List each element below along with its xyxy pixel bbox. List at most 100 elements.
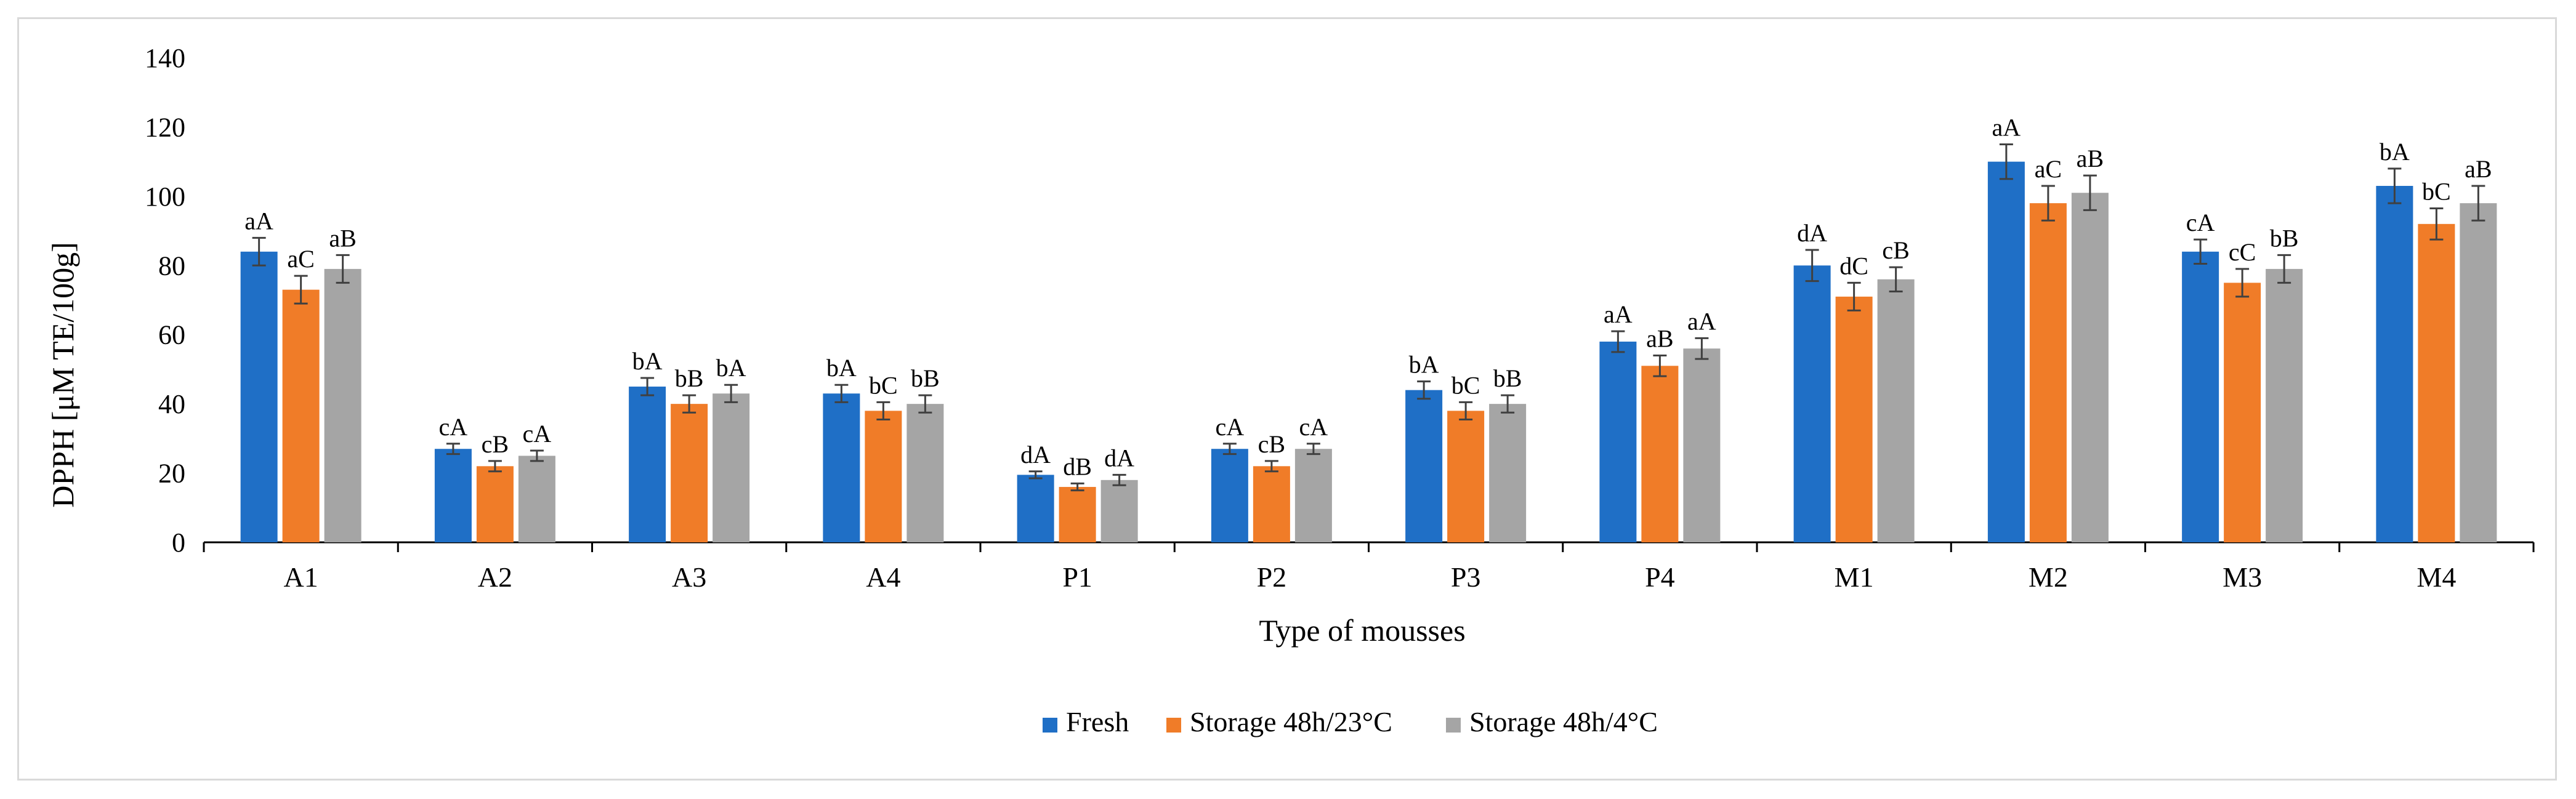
- x-tick-label: P1: [1062, 561, 1092, 593]
- x-tick-label: A3: [672, 561, 706, 593]
- data-label: cA: [1216, 413, 1245, 441]
- bar: [1059, 487, 1096, 542]
- legend-swatch: [1166, 718, 1181, 733]
- y-tick-label: 100: [145, 182, 185, 212]
- bar: [1100, 480, 1138, 542]
- bar: [1489, 404, 1527, 542]
- bar: [2071, 193, 2109, 542]
- data-label: bA: [632, 347, 663, 375]
- data-label: dA: [1020, 441, 1051, 468]
- data-label: aB: [2077, 145, 2104, 172]
- legend-label: Storage 48h/23°C: [1190, 706, 1392, 737]
- y-tick-label: 20: [158, 459, 185, 489]
- x-tick-label: A1: [284, 561, 318, 593]
- bar: [2029, 203, 2067, 543]
- x-tick-label: P3: [1451, 561, 1481, 593]
- chart-svg: 0 20 40 60 80 100 120 140 A1 A2 A3 A4 P1 P2 P3 P4 M1 M2 M…: [46, 43, 2535, 737]
- y-tick-label: 60: [158, 320, 185, 350]
- data-label: bA: [1409, 351, 1439, 379]
- data-label: bC: [2422, 178, 2451, 206]
- bar: [1793, 265, 1831, 542]
- bar: [2418, 223, 2455, 542]
- y-tick-label: 0: [172, 528, 185, 558]
- bar: [1835, 296, 1873, 542]
- bar: [906, 404, 944, 542]
- y-tick-label: 140: [145, 43, 185, 73]
- data-label: aC: [2035, 155, 2062, 183]
- bar: [823, 393, 860, 542]
- data-label: aA: [244, 207, 273, 235]
- data-label: bC: [869, 371, 898, 399]
- y-axis-title: DPPH [μM TE/100g]: [46, 242, 80, 507]
- data-label: bC: [1452, 371, 1480, 399]
- bar: [324, 268, 361, 542]
- data-label: cA: [1299, 413, 1328, 441]
- data-label: cC: [2229, 238, 2256, 266]
- bar: [282, 289, 320, 542]
- bar: [434, 449, 472, 542]
- x-axis: A1 A2 A3 A4 P1 P2 P3 P4 M1 M2 M3 M4: [203, 541, 2535, 593]
- legend-swatch: [1446, 718, 1461, 733]
- bar: [1211, 449, 1248, 542]
- data-label: aA: [1604, 300, 1633, 328]
- data-label: aC: [287, 245, 314, 273]
- chart-frame: 0 20 40 60 80 100 120 140 A1 A2 A3 A4 P1 P2 P3 P4 M1 M2 M…: [17, 17, 2557, 781]
- bar: [1294, 449, 1332, 542]
- data-label: bB: [675, 364, 704, 392]
- legend-swatch: [1043, 718, 1057, 733]
- bar: [2460, 203, 2497, 543]
- x-tick-label: M2: [2029, 561, 2068, 593]
- bar: [1017, 475, 1054, 542]
- bar: [671, 404, 708, 542]
- bar: [1599, 341, 1637, 542]
- bar: [2224, 283, 2261, 542]
- y-tick-label: 120: [145, 112, 185, 142]
- x-tick-label: P4: [1645, 561, 1675, 593]
- data-label: aA: [1992, 114, 2021, 142]
- data-label: dC: [1839, 252, 1868, 279]
- data-label: dB: [1063, 452, 1092, 480]
- bar: [2266, 268, 2303, 542]
- data-label: bB: [2270, 224, 2299, 252]
- y-tick-label: 80: [158, 251, 185, 281]
- data-label: bB: [911, 364, 940, 392]
- legend-label: Storage 48h/4°C: [1469, 706, 1658, 737]
- bar: [2376, 185, 2413, 542]
- legend: Fresh Storage 48h/23°C Storage 48h/4°C: [1043, 706, 1658, 737]
- data-label: aA: [1687, 307, 1716, 335]
- data-label: cA: [439, 413, 468, 441]
- bar: [865, 411, 902, 542]
- bar: [629, 387, 666, 542]
- bar: [518, 456, 555, 542]
- x-tick-label: A4: [866, 561, 900, 593]
- data-label: aB: [2465, 155, 2492, 183]
- bar: [1987, 161, 2025, 543]
- x-tick-label: P2: [1257, 561, 1287, 593]
- data-label: cA: [2186, 209, 2215, 236]
- legend-label: Fresh: [1066, 706, 1129, 737]
- data-label: aB: [1646, 324, 1673, 352]
- x-axis-title: Type of mousses: [1259, 613, 1465, 648]
- bar: [713, 393, 750, 542]
- data-label: dA: [1797, 219, 1827, 247]
- error-bars: [252, 143, 2485, 492]
- data-label: bA: [826, 354, 857, 382]
- x-tick-label: M3: [2223, 561, 2262, 593]
- bar: [1877, 279, 1915, 542]
- x-tick-label: M1: [1835, 561, 1874, 593]
- data-label: cB: [482, 430, 509, 458]
- bar: [476, 466, 514, 542]
- bar: [1447, 411, 1485, 542]
- x-tick-label: M4: [2417, 561, 2456, 593]
- significance-labels: aA aC aB cA cB cA bA bB bA bA bC bB dA dB dA cA cB cA bA bC…: [244, 114, 2492, 481]
- data-label: cB: [1882, 236, 1909, 264]
- data-label: bA: [2380, 138, 2410, 166]
- bar: [1641, 366, 1679, 542]
- data-label: cB: [1258, 430, 1285, 458]
- bar: [1683, 348, 1721, 542]
- data-label: cA: [523, 420, 552, 448]
- bar: [240, 251, 278, 542]
- bar: [1405, 390, 1443, 542]
- bars: [240, 161, 2497, 543]
- data-label: aB: [329, 224, 356, 252]
